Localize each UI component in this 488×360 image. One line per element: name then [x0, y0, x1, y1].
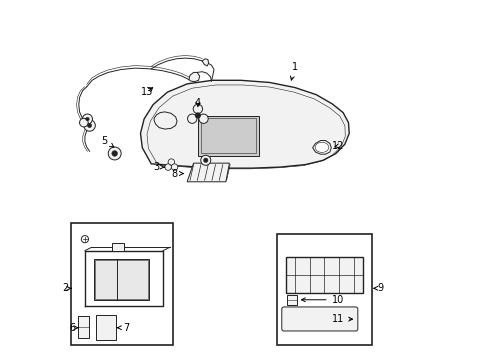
Circle shape [203, 158, 207, 162]
Polygon shape [112, 243, 124, 251]
Text: 7: 7 [117, 323, 129, 333]
Polygon shape [188, 72, 199, 82]
Circle shape [187, 114, 197, 123]
Circle shape [171, 164, 178, 170]
Circle shape [168, 159, 174, 165]
Bar [78, 316, 88, 338]
Polygon shape [154, 112, 177, 129]
Text: 1: 1 [290, 62, 297, 80]
Text: 13: 13 [141, 87, 153, 98]
Bar [95, 260, 148, 299]
FancyBboxPatch shape [281, 307, 357, 331]
Circle shape [112, 150, 117, 156]
Bar [286, 295, 296, 305]
Circle shape [201, 155, 210, 165]
Polygon shape [202, 59, 208, 66]
Bar [94, 259, 149, 300]
Circle shape [82, 114, 92, 124]
Text: 11: 11 [331, 314, 352, 324]
Circle shape [195, 113, 200, 118]
Text: 6: 6 [69, 323, 78, 333]
Circle shape [83, 120, 95, 131]
Circle shape [199, 114, 208, 123]
Circle shape [80, 118, 88, 127]
Text: 2: 2 [62, 283, 71, 293]
Text: 4: 4 [194, 98, 201, 108]
Bar [276, 234, 371, 345]
Text: 5: 5 [102, 136, 114, 147]
Circle shape [85, 117, 89, 121]
Bar [198, 116, 258, 156]
Polygon shape [312, 140, 330, 154]
Text: 3: 3 [153, 162, 164, 172]
Bar [201, 118, 255, 153]
Bar [285, 257, 362, 293]
Circle shape [87, 123, 92, 128]
Circle shape [108, 147, 121, 160]
Polygon shape [187, 163, 229, 182]
Circle shape [164, 164, 171, 170]
Bar [70, 223, 172, 345]
Circle shape [81, 235, 88, 243]
Text: 8: 8 [171, 168, 183, 179]
Text: 9: 9 [373, 283, 383, 293]
Circle shape [193, 104, 202, 114]
Text: 12: 12 [331, 141, 344, 151]
Text: 10: 10 [301, 295, 343, 305]
Ellipse shape [314, 142, 328, 152]
Bar [96, 315, 116, 339]
Polygon shape [140, 80, 348, 168]
